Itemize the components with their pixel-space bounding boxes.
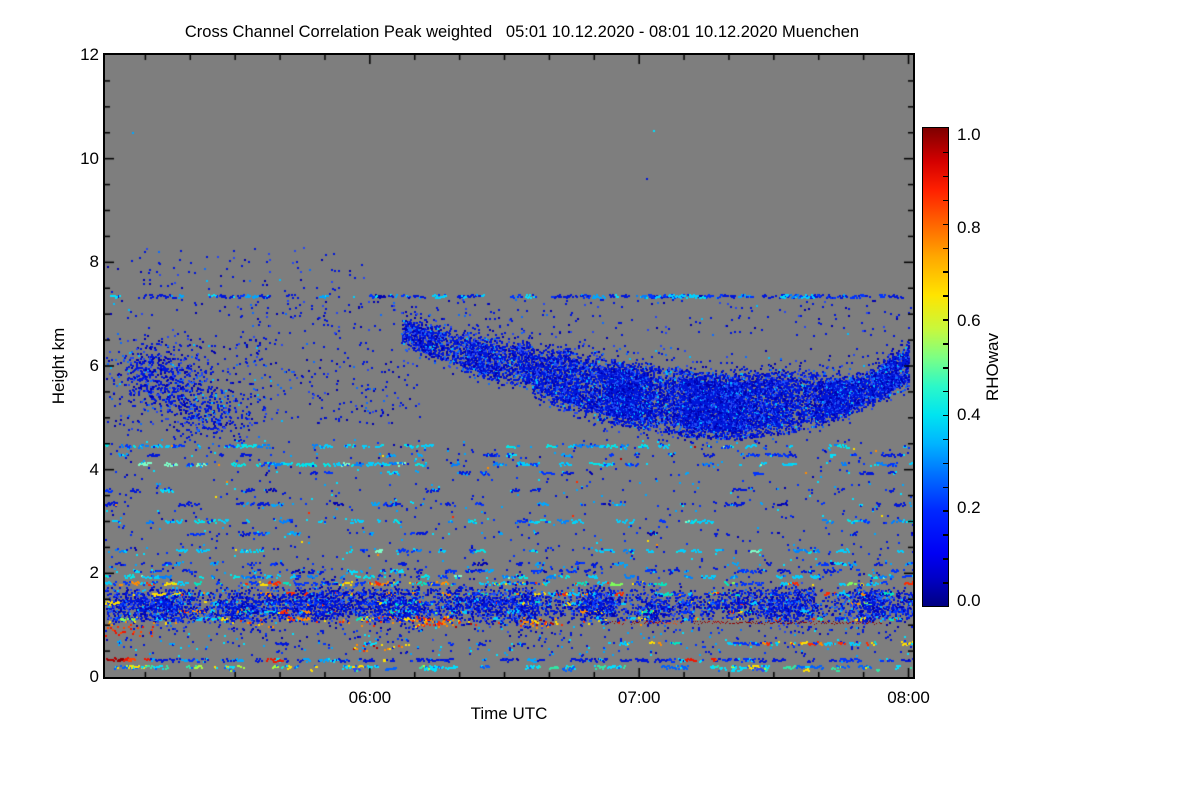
colorbar-tick: [943, 223, 948, 226]
x-tick-label: 06:00: [348, 688, 392, 707]
colorbar-tick-label: 0.6: [957, 311, 981, 331]
colorbar-axis-label: RHOwav: [983, 332, 1002, 402]
colorbar: [922, 127, 949, 607]
y-tick-label: 4: [89, 459, 99, 479]
x-tick-label: 08:00: [887, 688, 930, 707]
heatmap-canvas: [105, 55, 913, 677]
colorbar-tick: [943, 367, 948, 369]
colorbar-tick: [943, 175, 948, 178]
colorbar-tick-label: 0.0: [957, 591, 981, 610]
colorbar-tick: [943, 438, 948, 441]
colorbar-tick: [943, 414, 948, 417]
colorbar-tick: [943, 271, 948, 273]
colorbar-tick: [943, 295, 948, 297]
colorbar-tick: [943, 486, 948, 488]
y-tick-label: 2: [89, 563, 99, 583]
colorbar-tick-label: 1.0: [957, 125, 981, 144]
y-axis-label: Height km: [49, 327, 68, 405]
colorbar-tick: [943, 558, 948, 560]
colorbar-tick: [943, 390, 948, 393]
colorbar-tick: [943, 319, 948, 321]
colorbar-tick-label: 0.8: [957, 218, 981, 238]
plot-area: [103, 53, 915, 679]
colorbar-tick: [943, 247, 948, 249]
y-tick-label: 6: [89, 356, 99, 375]
y-tick-label: 0: [89, 667, 99, 686]
colorbar-tick: [943, 151, 948, 154]
chart-title: Cross Channel Correlation Peak weighted …: [184, 23, 860, 41]
colorbar-tick: [943, 582, 948, 584]
colorbar-tick-label: 0.2: [957, 497, 981, 517]
colorbar-tick: [943, 343, 948, 345]
colorbar-tick: [943, 534, 948, 536]
colorbar-tick-label: 0.4: [957, 404, 981, 424]
y-tick-label: 8: [89, 252, 99, 272]
colorbar-tick: [943, 462, 948, 465]
x-axis-label: Time UTC: [470, 704, 548, 723]
y-tick-label: 10: [80, 148, 99, 168]
x-tick-label: 07:00: [617, 688, 661, 707]
colorbar-tick: [943, 199, 948, 202]
colorbar-tick: [943, 510, 948, 512]
y-tick-label: 12: [80, 45, 99, 64]
